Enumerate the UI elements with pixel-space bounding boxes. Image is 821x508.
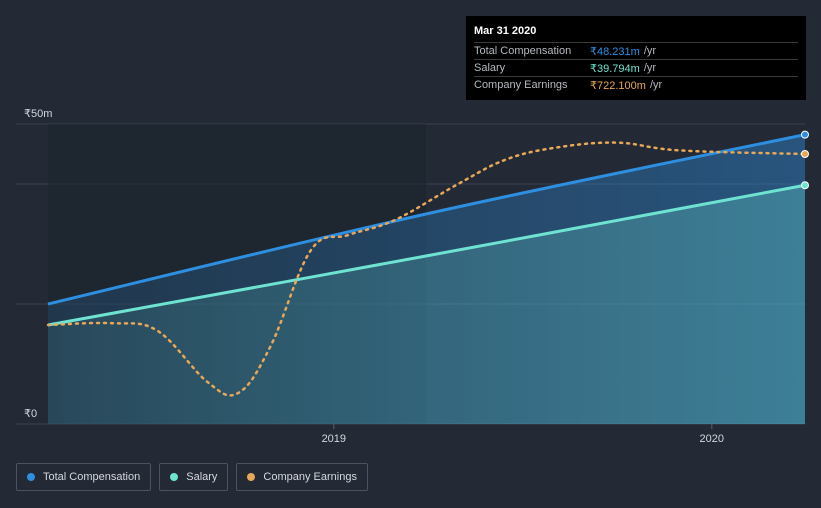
legend-label: Total Compensation xyxy=(43,471,141,483)
salary-area xyxy=(48,185,805,424)
company-earnings-point xyxy=(801,150,809,158)
total-compensation-point xyxy=(801,130,809,139)
legend-item-total-compensation[interactable]: Total Compensation xyxy=(16,463,152,491)
y-tick-label: ₹0 xyxy=(24,408,37,420)
total-compensation-line xyxy=(47,133,806,306)
tooltip-value: ₹722.100m xyxy=(590,79,646,92)
tooltip-unit: /yr xyxy=(643,45,657,57)
x-tick-label: 2020 xyxy=(700,433,724,445)
tooltip-unit: /yr xyxy=(649,79,663,91)
legend-item-company-earnings[interactable]: Company Earnings xyxy=(236,463,368,491)
tooltip-date: Mar 31 2020 xyxy=(474,25,537,37)
tooltip-value: ₹48.231m xyxy=(590,45,640,58)
legend-label: Salary xyxy=(186,471,218,483)
tooltip-row-salary: Salary ₹39.794m /yr xyxy=(474,59,798,76)
chart-tooltip: Mar 31 2020 Total Compensation ₹48.231m … xyxy=(466,16,806,100)
tooltip-label: Total Compensation xyxy=(474,45,572,57)
chart-legend: Total Compensation Salary Company Earnin… xyxy=(16,463,368,491)
tooltip-row-company-earnings: Company Earnings ₹722.100m /yr xyxy=(474,76,798,93)
tooltip-value: ₹39.794m xyxy=(590,62,640,75)
x-tick-label: 2019 xyxy=(322,433,346,445)
legend-item-salary[interactable]: Salary xyxy=(159,463,229,491)
legend-label: Company Earnings xyxy=(263,471,357,483)
company-earnings-line xyxy=(46,141,807,397)
salary-point xyxy=(801,181,809,190)
tooltip-unit: /yr xyxy=(643,62,657,74)
legend-dot-icon xyxy=(170,473,179,481)
legend-dot-icon xyxy=(247,473,256,481)
tooltip-row-total-compensation: Total Compensation ₹48.231m /yr xyxy=(474,42,798,59)
y-tick-label: ₹50m xyxy=(24,108,52,120)
tooltip-label: Salary xyxy=(474,62,506,74)
salary-line xyxy=(47,183,806,327)
legend-dot-icon xyxy=(27,473,35,481)
tooltip-label: Company Earnings xyxy=(474,79,568,91)
